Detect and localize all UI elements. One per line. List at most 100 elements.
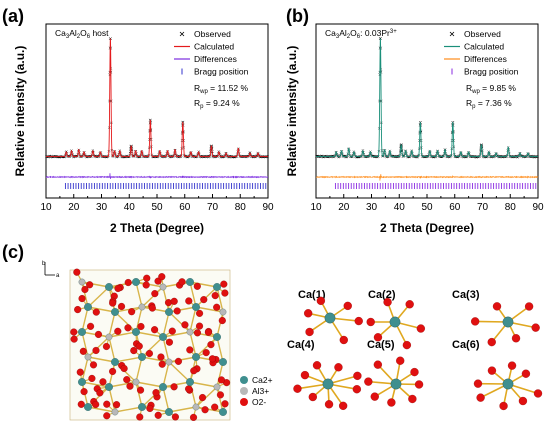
oxygen-atom	[207, 341, 215, 349]
x-tick-label: 40	[124, 202, 136, 213]
panel-b: (b) Relative intensity (a.u.) 2 Theta (D…	[285, 6, 544, 235]
x-tick-label: 40	[394, 202, 406, 213]
oxygen-atom	[373, 333, 383, 342]
oxygen-atom	[109, 299, 117, 307]
sample-title-a: Ca3Al2O6 host	[55, 28, 109, 40]
curves-b	[315, 37, 539, 189]
oxygen-atom	[81, 285, 89, 294]
cell-bond	[189, 331, 197, 358]
oxygen-atom	[89, 361, 98, 369]
cell-bond	[135, 356, 143, 383]
oxygen-atom	[293, 384, 302, 393]
oxygen-atom	[217, 376, 225, 384]
oxygen-atom	[158, 360, 166, 368]
calcium-atom	[138, 403, 146, 411]
oxygen-atom	[221, 400, 229, 408]
site-label: Ca(3)	[452, 289, 480, 301]
oxygen-atom	[143, 274, 151, 282]
oxygen-atom	[366, 317, 375, 327]
calcium-atom	[84, 403, 92, 411]
oxygen-atom	[305, 327, 314, 337]
x-axis-title-b: 2 Theta (Degree)	[380, 221, 474, 235]
oxygen-atom	[165, 338, 173, 346]
x-tick-label: 20	[68, 202, 80, 213]
r-factors-b: Rwp = 9.85 % Rp = 7.36 %	[466, 83, 516, 110]
oxygen-atom	[120, 364, 128, 373]
cell-bond	[81, 281, 110, 288]
cell-bond	[195, 306, 224, 313]
cell-bond	[135, 331, 164, 338]
x-tick-label: 10	[40, 202, 52, 213]
oxygen-atom	[170, 383, 178, 391]
x-ticks-b: 10 20 30 40 50 60 70 80 90	[310, 194, 544, 213]
oxygen-atom	[533, 389, 543, 398]
oxygen-atom	[200, 296, 208, 304]
oxygen-atom	[189, 413, 198, 421]
cell-bond	[87, 286, 110, 308]
oxygen-atom	[324, 400, 334, 409]
oxygen-atom	[531, 323, 540, 332]
calcium-atom	[219, 358, 227, 366]
cell-bond	[162, 311, 170, 338]
curves-a	[45, 37, 269, 189]
axis-b-label: b	[42, 261, 46, 267]
oxygen-atom	[402, 340, 412, 350]
oxygen-atom	[312, 361, 322, 370]
oxygen-atom	[124, 278, 132, 287]
al-legend-label: Al3+	[252, 386, 269, 396]
cell-bond	[108, 336, 116, 363]
al-legend-ball	[240, 387, 248, 395]
oxygen-atom	[76, 368, 84, 376]
oxygen-atom	[151, 326, 159, 334]
oxygen-atom	[416, 324, 425, 333]
oxygen-atom	[473, 379, 483, 388]
aluminum-atom	[111, 408, 119, 416]
oxygen-atom	[128, 308, 136, 316]
cell-bond	[162, 361, 170, 388]
calcium-atom	[322, 378, 334, 390]
calcium-atom	[111, 308, 119, 316]
calcium-atom	[186, 378, 194, 386]
cell-bond	[162, 386, 170, 413]
cell-bond	[216, 286, 224, 313]
calcium-atom	[165, 408, 173, 416]
oxygen-atom	[185, 297, 193, 305]
differences-line	[45, 173, 269, 179]
legend-entry: Calculated	[194, 42, 234, 52]
oxygen-atom	[414, 380, 424, 389]
oxygen-atom	[113, 401, 121, 409]
calcium-atom	[192, 353, 200, 361]
cell-bond	[189, 281, 218, 288]
oxygen-atom	[94, 330, 103, 338]
oxygen-atom	[300, 370, 310, 380]
oxygen-atom	[92, 346, 100, 355]
oxygen-atom	[193, 282, 201, 290]
cell-bond	[141, 356, 170, 363]
oxygen-atom	[154, 411, 162, 419]
calcium-atom	[78, 378, 86, 386]
cell-bond	[114, 306, 143, 313]
aluminum-atom	[138, 303, 146, 311]
site-label: Ca(6)	[452, 339, 480, 351]
calculated-line	[46, 38, 268, 158]
aluminum-atom	[165, 358, 173, 366]
cell-bond	[108, 331, 137, 338]
cell-bond	[87, 406, 116, 413]
oxygen-atom	[126, 382, 134, 390]
oxygen-atom	[79, 347, 87, 355]
oxygen-atom	[202, 349, 210, 357]
panel-label-c: (c)	[2, 242, 24, 262]
oxygen-atom	[370, 392, 379, 401]
aluminum-atom	[159, 283, 167, 291]
oxygen-atom	[471, 317, 480, 326]
o-legend-ball	[240, 398, 248, 406]
oxygen-atom	[92, 400, 100, 409]
oxygen-atom	[383, 297, 392, 307]
oxygen-atom	[103, 400, 111, 408]
o-legend-label: O2-	[252, 397, 266, 407]
sample-title-b: Ca3Al2O6: 0.03Pr3+	[325, 28, 397, 40]
cell-bond	[135, 281, 143, 308]
oxygen-atom	[499, 401, 508, 411]
calcium-atom	[186, 278, 194, 286]
legend-entry: Observed	[194, 29, 231, 39]
